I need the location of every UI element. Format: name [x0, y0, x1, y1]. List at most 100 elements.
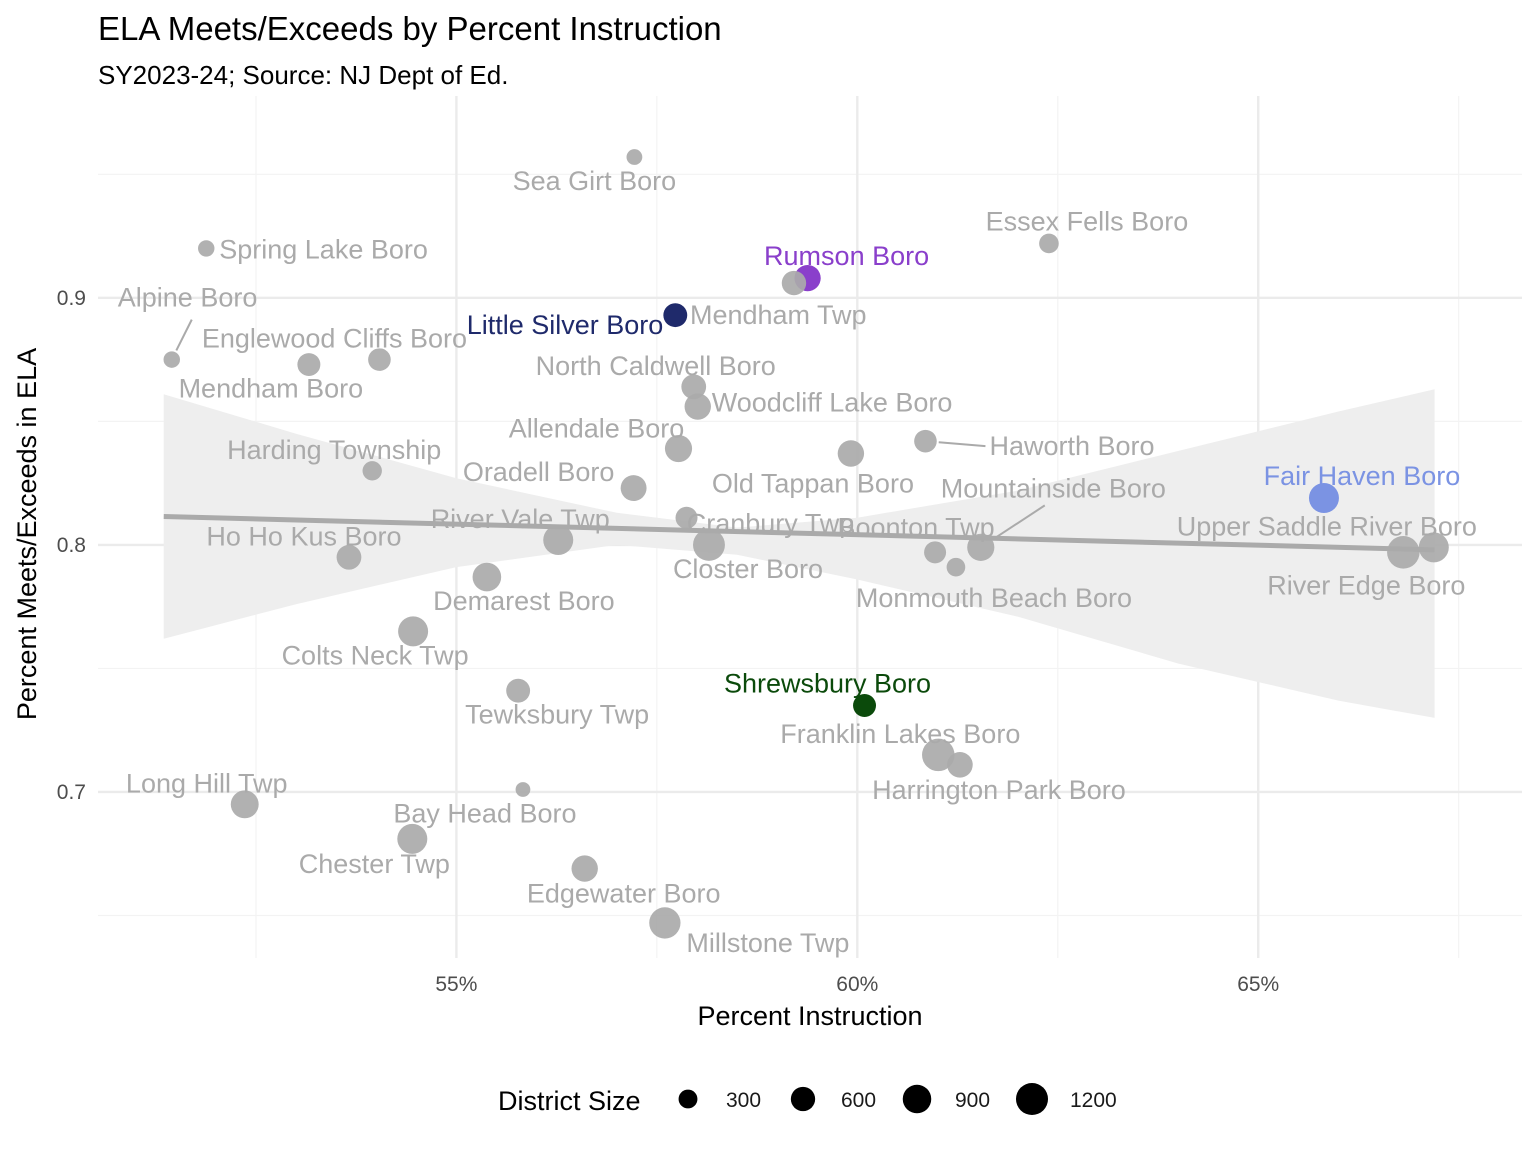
point-tewksbury-twp [506, 678, 531, 703]
point-alpine-boro [163, 351, 180, 368]
label-mendham-twp: Mendham Twp [690, 300, 867, 330]
point-river-edge-boro [1387, 536, 1420, 569]
confidence-band-layer [163, 389, 1435, 718]
label-cranbury-twp: Cranbury Twp [687, 509, 855, 539]
legend-key-300 [678, 1089, 698, 1109]
point-colts-neck-twp [398, 616, 429, 647]
leader-alpine-boro [175, 319, 193, 351]
legend-title: District Size [498, 1086, 641, 1116]
label-monmouth-beach-boro: Monmouth Beach Boro [856, 583, 1132, 613]
point-woodcliff-lake-boro [684, 393, 711, 420]
point-harding-township [362, 461, 382, 481]
data-points [163, 149, 1449, 939]
y-axis-title: Percent Meets/Exceeds in ELA [12, 348, 42, 720]
point-long-hill-twp [230, 790, 259, 819]
label-demarest-boro: Demarest Boro [433, 586, 615, 616]
label-harding-township: Harding Township [227, 435, 441, 465]
label-spring-lake-boro: Spring Lake Boro [219, 234, 428, 264]
point-monmouth-beach-boro [946, 557, 966, 577]
size-legend: District Size 300 600 900 1200 [498, 1082, 1117, 1116]
label-ho-ho-kus-boro: Ho Ho Kus Boro [206, 521, 401, 551]
y-axis-ticks: 0.7 0.8 0.9 [57, 287, 86, 804]
label-essex-fells-boro: Essex Fells Boro [986, 206, 1189, 236]
trend-line-layer [163, 514, 1435, 553]
legend-key-600 [790, 1086, 816, 1112]
label-river-vale-twp: River Vale Twp [431, 504, 610, 534]
point-cranbury-twp [675, 506, 698, 529]
chart-title: ELA Meets/Exceeds by Percent Instruction [98, 10, 722, 47]
leader-mountainside-boro [993, 504, 1046, 540]
label-alpine-boro: Alpine Boro [118, 283, 258, 313]
point-demarest-boro [472, 562, 502, 592]
label-sea-girt-boro: Sea Girt Boro [513, 166, 677, 196]
label-north-caldwell-boro: North Caldwell Boro [536, 351, 776, 381]
point-franklin-lakes-boro [922, 738, 955, 772]
point-harrington-park-boro [947, 751, 973, 778]
label-franklin-lakes-boro: Franklin Lakes Boro [780, 719, 1020, 749]
label-long-hill-twp: Long Hill Twp [126, 768, 288, 798]
point-shrewsbury-boro [853, 694, 877, 717]
label-mendham-boro: Mendham Boro [179, 374, 364, 404]
label-millstone-twp: Millstone Twp [686, 928, 849, 958]
label-boonton-twp: Boonton Twp [838, 512, 995, 542]
label-oradell-boro: Oradell Boro [463, 457, 615, 487]
point-edgewater-boro [571, 855, 598, 882]
chart-subtitle: SY2023-24; Source: NJ Dept of Ed. [98, 60, 508, 90]
point-millstone-twp [649, 907, 681, 939]
point-labels: Sea Girt Boro Spring Lake Boro Alpine Boro… [118, 166, 1477, 958]
point-essex-fells-boro [1039, 233, 1059, 254]
point-sea-girt-boro [626, 149, 643, 165]
y-tick-label: 0.9 [57, 287, 86, 310]
point-closter-boro [693, 528, 725, 561]
x-tick-label: 60% [836, 973, 878, 996]
x-axis-title: Percent Instruction [697, 1001, 922, 1031]
point-old-tappan-boro [837, 440, 865, 467]
label-bay-head-boro: Bay Head Boro [393, 799, 576, 829]
label-leaders [175, 319, 1046, 540]
x-tick-label: 55% [435, 973, 477, 996]
label-englewood-cliffs-boro: Englewood Cliffs Boro [202, 324, 467, 354]
label-river-edge-boro: River Edge Boro [1267, 570, 1465, 600]
label-shrewsbury-boro: Shrewsbury Boro [724, 669, 931, 699]
y-tick-label: 0.7 [57, 781, 86, 804]
legend-key-900 [902, 1084, 932, 1114]
label-colts-neck-twp: Colts Neck Twp [282, 640, 469, 670]
point-bay-head-boro [515, 782, 531, 797]
label-woodcliff-lake-boro: Woodcliff Lake Boro [712, 388, 953, 418]
label-allendale-boro: Allendale Boro [509, 414, 685, 444]
point-englewood-cliffs-boro [368, 348, 391, 371]
legend-label-600: 600 [841, 1089, 876, 1112]
label-tewksbury-twp: Tewksbury Twp [465, 700, 649, 730]
x-axis-ticks: 55% 60% 65% [435, 973, 1279, 996]
point-allendale-boro [664, 434, 693, 463]
point-chester-twp [397, 823, 428, 854]
point-ho-ho-kus-boro [336, 544, 362, 570]
point-north-caldwell-boro [681, 374, 707, 400]
label-edgewater-boro: Edgewater Boro [527, 879, 721, 909]
y-tick-label: 0.8 [57, 534, 86, 557]
point-haworth-boro [914, 429, 937, 453]
point-fair-haven-boro [1308, 482, 1339, 513]
legend-label-900: 900 [955, 1089, 990, 1112]
label-old-tappan-boro: Old Tappan Boro [712, 468, 914, 498]
label-little-silver-boro: Little Silver Boro [467, 310, 664, 340]
point-spring-lake-boro [198, 240, 215, 257]
point-upper-saddle-river-boro [1418, 532, 1449, 563]
x-tick-label: 65% [1237, 973, 1279, 996]
point-river-vale-twp [543, 524, 574, 555]
trend-line [163, 514, 1435, 553]
label-upper-saddle-river-boro: Upper Saddle River Boro [1177, 511, 1477, 541]
label-harrington-park-boro: Harrington Park Boro [872, 775, 1126, 805]
point-mendham-boro [297, 353, 321, 377]
leader-haworth-boro [938, 441, 986, 448]
legend-key-1200 [1015, 1082, 1049, 1116]
point-boonton-twp [924, 541, 947, 564]
label-mountainside-boro: Mountainside Boro [941, 473, 1166, 503]
label-rumson-boro: Rumson Boro [764, 241, 929, 271]
label-closter-boro: Closter Boro [673, 554, 823, 584]
point-mountainside-boro [967, 533, 995, 561]
label-haworth-boro: Haworth Boro [989, 431, 1154, 461]
point-oradell-boro [620, 475, 647, 502]
confidence-band [163, 389, 1435, 718]
